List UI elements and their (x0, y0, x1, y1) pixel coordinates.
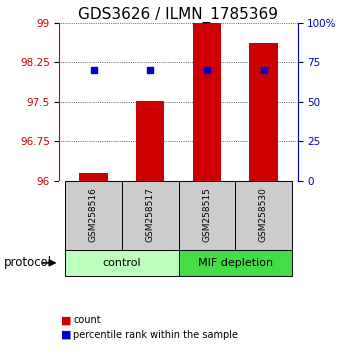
Text: GSM258530: GSM258530 (259, 188, 268, 242)
Text: GSM258516: GSM258516 (89, 188, 98, 242)
Text: count: count (73, 315, 101, 325)
Bar (79, 173, 108, 181)
Text: GSM258517: GSM258517 (146, 188, 155, 242)
Text: control: control (103, 258, 141, 268)
Bar (136, 101, 164, 181)
Text: ■: ■ (61, 315, 72, 325)
Bar (65, 181, 122, 250)
Bar (65, 250, 178, 276)
Bar (249, 43, 278, 181)
Bar (235, 181, 292, 250)
Text: ■: ■ (61, 330, 72, 339)
Bar (193, 23, 221, 181)
Bar (122, 181, 178, 250)
Bar (178, 250, 292, 276)
Bar (178, 181, 235, 250)
Text: percentile rank within the sample: percentile rank within the sample (73, 330, 238, 339)
Title: GDS3626 / ILMN_1785369: GDS3626 / ILMN_1785369 (79, 7, 278, 23)
Text: GSM258515: GSM258515 (202, 188, 211, 242)
Text: MIF depletion: MIF depletion (198, 258, 273, 268)
Text: protocol: protocol (3, 256, 52, 269)
